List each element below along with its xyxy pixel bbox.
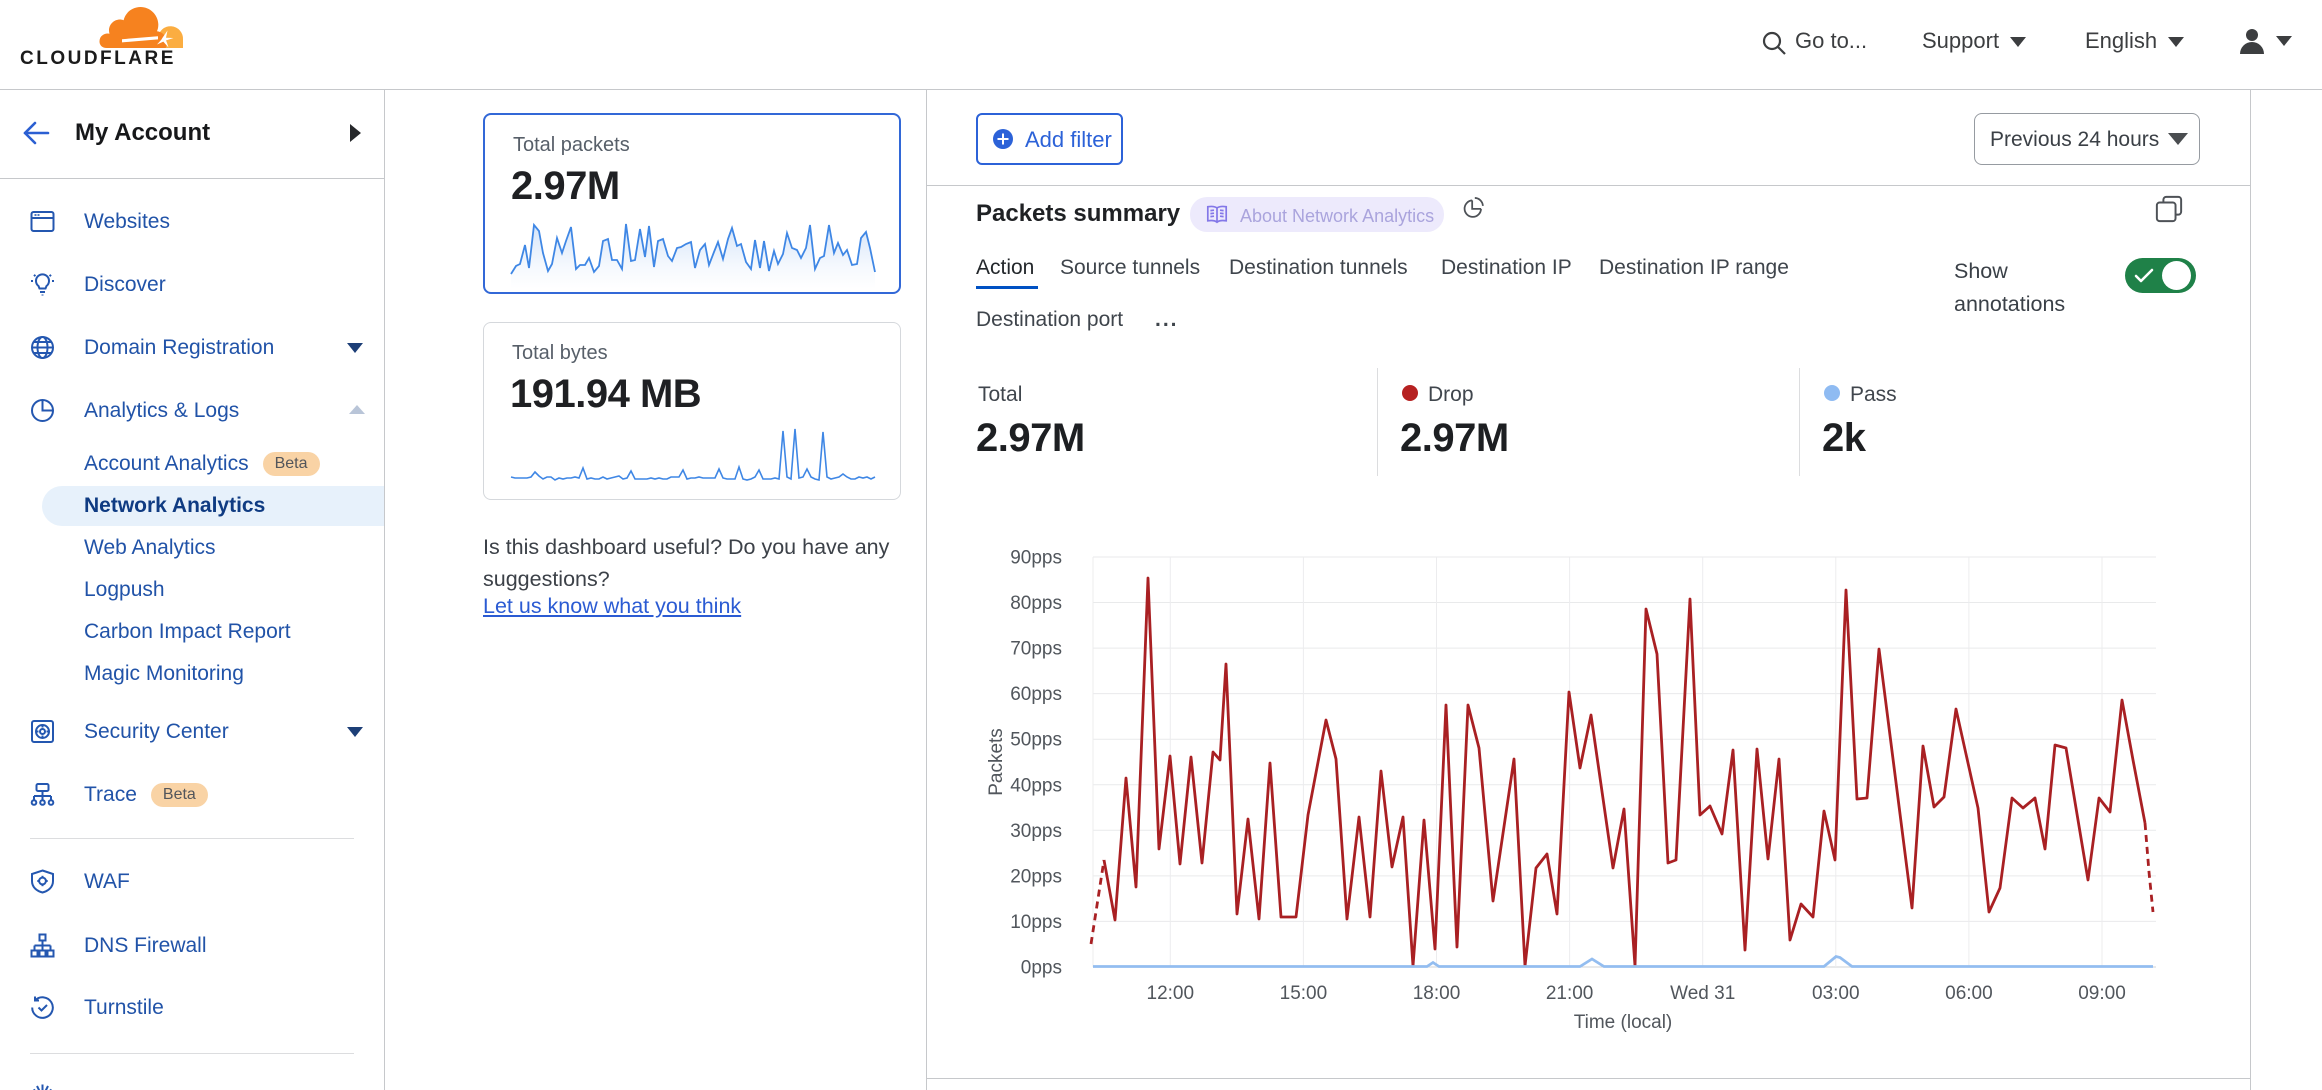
svg-text:03:00: 03:00 <box>1812 983 1860 1004</box>
svg-text:0pps: 0pps <box>1021 958 1062 979</box>
svg-text:70pps: 70pps <box>1010 639 1062 660</box>
svg-text:60pps: 60pps <box>1010 684 1062 705</box>
svg-text:Wed 31: Wed 31 <box>1670 983 1735 1004</box>
svg-text:Packets: Packets <box>986 728 1007 796</box>
svg-text:90pps: 90pps <box>1010 548 1062 569</box>
svg-text:40pps: 40pps <box>1010 775 1062 796</box>
svg-text:80pps: 80pps <box>1010 593 1062 614</box>
svg-text:30pps: 30pps <box>1010 821 1062 842</box>
svg-text:09:00: 09:00 <box>2078 983 2126 1004</box>
svg-text:15:00: 15:00 <box>1280 983 1328 1004</box>
svg-text:20pps: 20pps <box>1010 866 1062 887</box>
svg-text:Time (local): Time (local) <box>1574 1012 1673 1033</box>
svg-text:10pps: 10pps <box>1010 912 1062 933</box>
svg-text:06:00: 06:00 <box>1945 983 1993 1004</box>
svg-text:18:00: 18:00 <box>1413 983 1461 1004</box>
svg-text:12:00: 12:00 <box>1147 983 1195 1004</box>
svg-text:21:00: 21:00 <box>1546 983 1594 1004</box>
svg-text:50pps: 50pps <box>1010 730 1062 751</box>
